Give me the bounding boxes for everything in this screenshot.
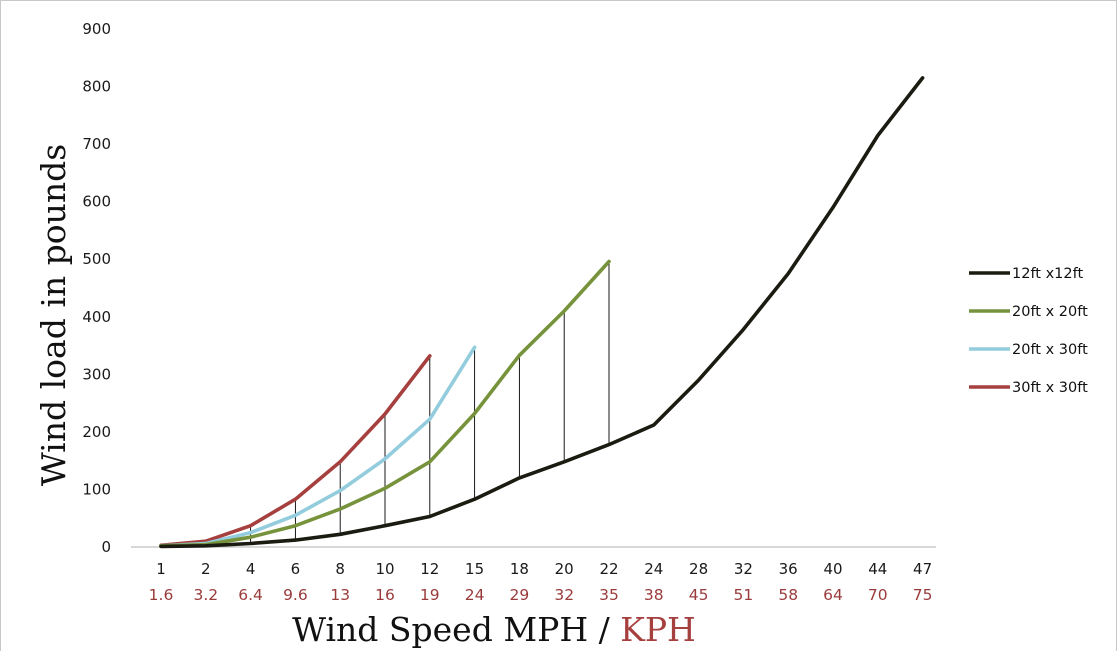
x-tick-label-kph: 45 [689, 586, 709, 604]
y-axis-ticks: 0 100 200 300 400 500 600 700 800 900 [82, 20, 111, 556]
x-tick-label-kph: 58 [778, 586, 798, 604]
y-tick-label: 700 [82, 135, 111, 153]
y-tick-label: 600 [82, 193, 111, 211]
x-axis-title: Wind Speed MPH / KPH [292, 610, 696, 649]
x-axis-title-kph: KPH [620, 610, 696, 649]
y-tick-label: 900 [82, 20, 111, 38]
x-tick-label-mph: 1 [156, 560, 166, 578]
x-tick-label-mph: 2 [201, 560, 211, 578]
legend-label: 30ft x 30ft [1012, 380, 1088, 396]
x-tick-label-kph: 24 [465, 586, 485, 604]
x-tick-label-mph: 32 [734, 560, 753, 578]
x-tick-label-kph: 32 [554, 586, 574, 604]
x-tick-label-kph: 51 [734, 586, 754, 604]
x-tick-label-kph: 35 [599, 586, 619, 604]
x-tick-label-mph: 40 [823, 560, 842, 578]
x-tick-label-kph: 3.2 [193, 586, 218, 604]
series-line [159, 76, 925, 549]
series-line [159, 259, 611, 548]
legend-label: 20ft x 20ft [1012, 304, 1088, 320]
x-tick-label-mph: 47 [913, 560, 932, 578]
x-tick-label-kph: 70 [868, 586, 888, 604]
x-tick-label-mph: 10 [375, 560, 394, 578]
drop-lines [250, 261, 610, 544]
x-tick-label-mph: 6 [291, 560, 301, 578]
y-tick-label: 200 [82, 423, 111, 441]
legend-label: 20ft x 30ft [1012, 342, 1088, 358]
x-tick-label-kph: 6.4 [238, 586, 263, 604]
y-tick-label: 400 [82, 308, 111, 326]
y-tick-label: 0 [101, 538, 111, 556]
y-tick-label: 100 [82, 480, 111, 498]
series-line [159, 354, 432, 548]
x-tick-label-kph: 1.6 [149, 586, 174, 604]
legend: 12ft x12ft 20ft x 20ft 20ft x 30ft 30ft x 3… [969, 266, 1088, 396]
legend-label: 12ft x12ft [1012, 266, 1083, 282]
x-tick-label-mph: 12 [420, 560, 439, 578]
y-axis-title: Wind load in pounds [34, 144, 73, 486]
y-tick-label: 800 [82, 78, 111, 96]
x-tick-label-kph: 19 [420, 586, 440, 604]
x-tick-label-mph: 18 [510, 560, 529, 578]
x-tick-label-mph: 15 [465, 560, 484, 578]
x-tick-label-kph: 38 [644, 586, 664, 604]
x-tick-label-mph: 36 [779, 560, 798, 578]
x-axis-title-mph: Wind Speed MPH / [292, 610, 620, 649]
x-tick-label-kph: 75 [913, 586, 933, 604]
y-tick-label: 300 [82, 365, 111, 383]
x-tick-label-kph: 13 [330, 586, 350, 604]
x-tick-label-mph: 20 [555, 560, 574, 578]
x-tick-label-mph: 8 [335, 560, 345, 578]
x-tick-label-mph: 24 [644, 560, 663, 578]
x-tick-label-kph: 16 [375, 586, 395, 604]
series-lines [159, 76, 925, 549]
x-tick-label-mph: 28 [689, 560, 708, 578]
x-tick-label-mph: 22 [599, 560, 618, 578]
x-tick-label-mph: 44 [868, 560, 887, 578]
x-tick-label-mph: 4 [246, 560, 256, 578]
x-tick-label-kph: 9.6 [283, 586, 308, 604]
x-tick-label-kph: 64 [823, 586, 843, 604]
x-axis-ticks: 1 2 4 6 8 10 12 15 18 20 22 24 28 32 36 40 44 471.6 3.2 6.4… [149, 560, 933, 604]
x-tick-label-kph: 29 [510, 586, 530, 604]
y-tick-label: 500 [82, 250, 111, 268]
